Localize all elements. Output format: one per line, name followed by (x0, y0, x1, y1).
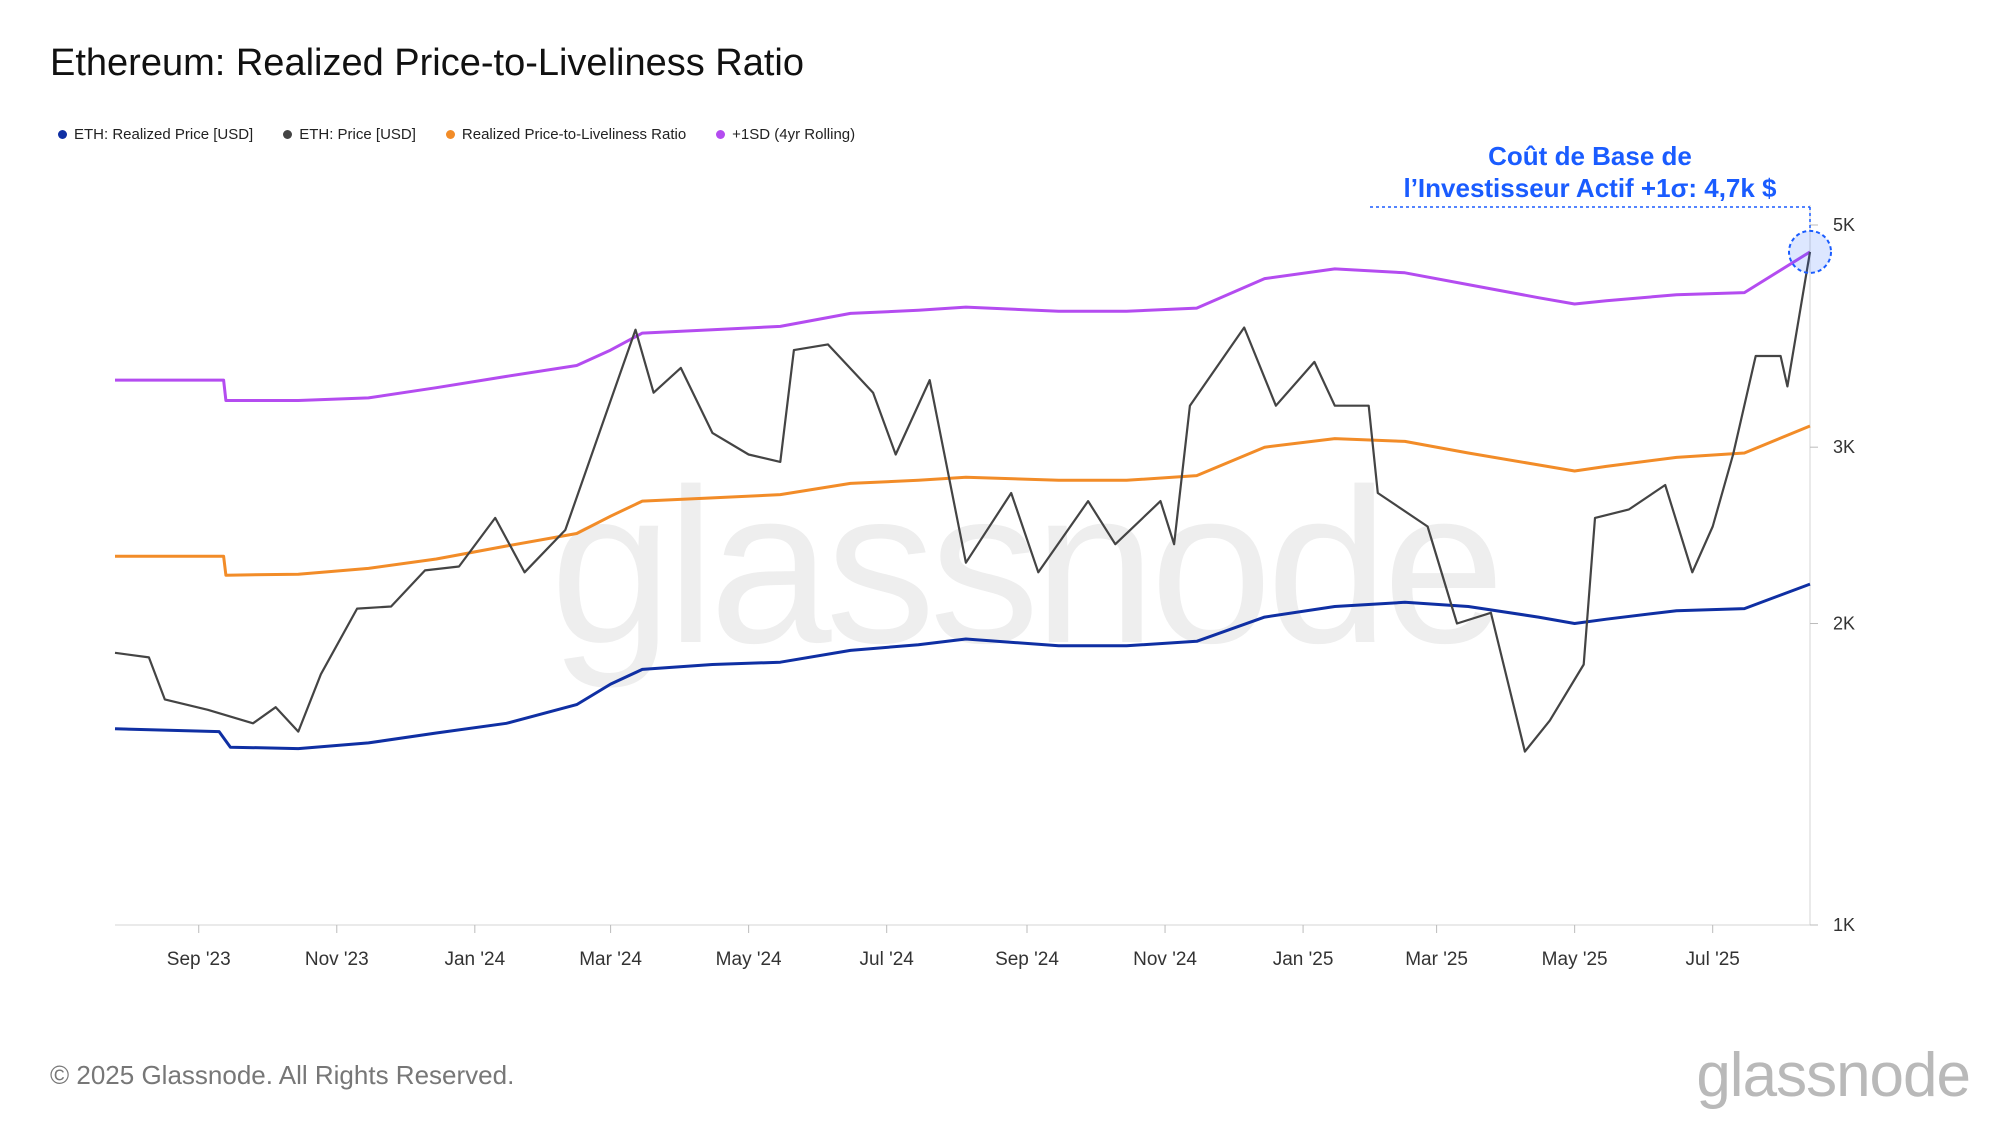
legend-dot-icon (445, 130, 455, 139)
legend-label: ETH: Price [USD] (299, 126, 416, 143)
legend-item-liveliness-ratio[interactable]: Realized Price-to-Liveliness Ratio (445, 126, 687, 143)
series-line-3 (115, 250, 1811, 402)
legend-label: Realized Price-to-Liveliness Ratio (461, 126, 687, 143)
legend-item-price[interactable]: ETH: Price [USD] (283, 126, 416, 143)
annotation-line-2: l’Investisseur Actif +1σ: 4,7k $ (1403, 173, 1777, 203)
watermark: glassnode (550, 443, 1505, 689)
x-tick-label: Jan '25 (1273, 949, 1334, 970)
x-tick-label: Jul '25 (1686, 949, 1740, 970)
y-tick-label: 2K (1833, 614, 1855, 634)
legend: ETH: Realized Price [USD] ETH: Price [US… (58, 126, 855, 143)
legend-dot-icon (283, 130, 293, 139)
annotation-line-1: Coût de Base de (1488, 141, 1692, 171)
legend-label: +1SD (4yr Rolling) (732, 126, 856, 143)
legend-dot-icon (58, 130, 67, 139)
x-tick-label: Jul '24 (860, 949, 915, 970)
annotation-marker (1788, 229, 1832, 274)
x-tick-label: Jan '24 (444, 949, 505, 970)
legend-label: ETH: Realized Price [USD] (74, 126, 254, 143)
series-line-2 (115, 424, 1811, 577)
chart-title: Ethereum: Realized Price-to-Liveliness R… (50, 42, 804, 84)
x-tick-label: May '24 (716, 949, 782, 970)
legend-dot-icon (716, 130, 726, 139)
glassnode-logo: glassnode (1696, 1041, 1971, 1110)
series-line-0 (114, 582, 1811, 751)
legend-item-plus-1sd[interactable]: +1SD (4yr Rolling) (716, 126, 855, 143)
y-tick-label: 5K (1833, 215, 1855, 235)
x-tick-label: Sep '24 (995, 949, 1059, 970)
annotation: Coût de Base de l’Investisseur Actif +1σ… (1380, 140, 1800, 204)
x-tick-label: Mar '25 (1405, 949, 1468, 970)
y-tick-label: 1K (1833, 915, 1855, 935)
x-tick-label: Nov '24 (1133, 949, 1197, 970)
x-tick-label: Sep '23 (167, 949, 231, 970)
x-tick-label: Nov '23 (305, 949, 369, 970)
legend-item-realized-price[interactable]: ETH: Realized Price [USD] (58, 126, 253, 143)
x-tick-label: May '25 (1542, 949, 1608, 970)
series-line-1 (114, 251, 1812, 753)
y-tick-label: 3K (1833, 437, 1855, 457)
copyright-footer: © 2025 Glassnode. All Rights Reserved. (50, 1060, 515, 1090)
x-tick-label: Mar '24 (579, 949, 642, 970)
